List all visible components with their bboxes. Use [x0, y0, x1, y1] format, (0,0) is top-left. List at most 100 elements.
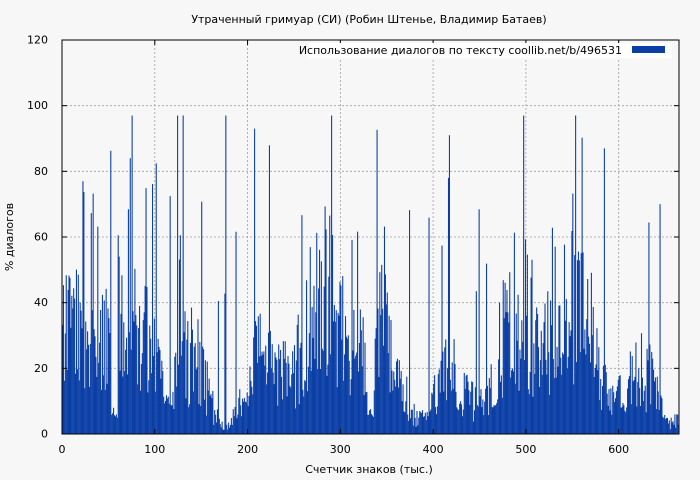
- data-bar: [362, 317, 364, 434]
- data-bar: [619, 375, 621, 434]
- data-bar: [341, 339, 343, 434]
- data-bar: [534, 373, 536, 434]
- data-bar: [587, 278, 589, 434]
- data-bar: [643, 390, 645, 434]
- data-bar: [447, 177, 450, 434]
- data-bar: [539, 360, 541, 434]
- x-tick-label: 0: [59, 443, 66, 456]
- data-bar: [427, 416, 429, 434]
- data-bar: [374, 338, 376, 434]
- data-bar: [357, 371, 360, 434]
- data-bar: [89, 343, 91, 434]
- data-bar: [530, 277, 532, 434]
- data-bar: [457, 409, 459, 434]
- data-bar: [325, 229, 327, 434]
- data-bar: [531, 259, 533, 434]
- data-bar: [292, 351, 294, 434]
- data-bar: [473, 410, 476, 434]
- data-bar: [195, 369, 197, 434]
- data-bar: [375, 328, 377, 434]
- data-bar: [220, 427, 222, 434]
- data-bar: [297, 314, 299, 434]
- data-bar: [560, 357, 562, 434]
- data-bar: [500, 375, 502, 434]
- data-bar: [80, 310, 82, 434]
- data-bar: [246, 392, 248, 434]
- data-bar: [270, 368, 272, 434]
- data-bar: [226, 424, 228, 434]
- data-bar: [596, 328, 598, 434]
- data-bar: [238, 397, 240, 434]
- data-bar: [267, 332, 270, 434]
- data-bar: [353, 309, 355, 434]
- data-bar: [653, 381, 656, 434]
- data-bar: [281, 399, 283, 434]
- data-bar: [644, 385, 646, 434]
- data-bar: [114, 416, 116, 434]
- legend: Использование диалогов по тексту coollib…: [299, 43, 672, 58]
- data-bar: [249, 366, 251, 434]
- data-bar: [654, 377, 656, 434]
- data-bar: [485, 388, 487, 434]
- data-bar: [340, 285, 342, 434]
- data-bar: [180, 355, 182, 434]
- data-bar: [115, 414, 117, 434]
- data-bar: [558, 305, 560, 434]
- data-bar: [538, 386, 540, 434]
- data-bar: [174, 356, 176, 434]
- data-bar: [253, 337, 255, 434]
- data-bar: [551, 227, 553, 434]
- data-bar: [161, 360, 163, 434]
- data-bar: [669, 429, 671, 434]
- data-bar: [640, 333, 643, 434]
- data-bar: [274, 352, 276, 434]
- data-bar: [594, 368, 596, 434]
- data-bar: [332, 234, 334, 434]
- data-bar: [371, 415, 373, 434]
- data-bar: [456, 407, 458, 434]
- data-bar: [396, 358, 399, 434]
- data-bar: [168, 403, 170, 434]
- data-bar: [480, 389, 482, 434]
- data-bar: [473, 421, 475, 434]
- data-bars: [62, 115, 680, 435]
- data-bar: [241, 416, 243, 434]
- data-bar: [365, 392, 367, 434]
- data-bar: [499, 381, 502, 434]
- data-bar: [347, 335, 349, 434]
- data-bar: [575, 115, 577, 435]
- y-tick-label: 100: [27, 99, 48, 112]
- data-bar: [632, 381, 634, 434]
- data-bar: [563, 354, 565, 434]
- data-bar: [290, 387, 292, 434]
- data-bar: [282, 341, 284, 434]
- data-bar: [163, 396, 165, 434]
- data-bar: [136, 325, 138, 434]
- data-bar: [572, 193, 574, 434]
- data-bar: [162, 371, 164, 434]
- data-bar: [557, 366, 559, 434]
- data-bar: [199, 341, 201, 434]
- data-bar: [206, 361, 208, 434]
- data-bar: [264, 365, 266, 434]
- data-bar: [565, 299, 567, 434]
- data-bar: [319, 369, 322, 434]
- data-bar: [124, 371, 126, 434]
- data-bar: [421, 410, 424, 434]
- data-bar: [326, 375, 328, 434]
- data-bar: [285, 362, 287, 434]
- data-bar: [627, 388, 629, 434]
- data-bar: [395, 386, 397, 434]
- data-bar: [545, 359, 547, 434]
- data-bar: [323, 286, 325, 434]
- y-tick-label: 0: [41, 428, 48, 441]
- data-bar: [239, 389, 241, 434]
- data-bar: [430, 409, 432, 434]
- data-bar: [171, 405, 173, 434]
- data-bar: [214, 410, 216, 434]
- data-bar: [416, 410, 418, 434]
- data-bar: [397, 387, 399, 434]
- data-bar: [428, 217, 430, 434]
- data-bar: [462, 409, 464, 434]
